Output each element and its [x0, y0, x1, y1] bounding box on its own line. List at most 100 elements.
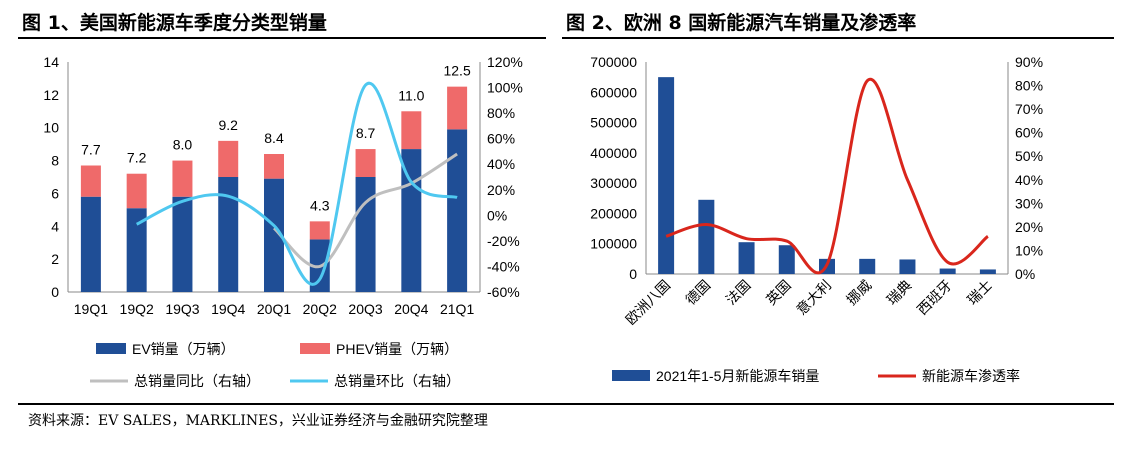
x-tick-label: 意大利 — [793, 277, 834, 318]
y-tick-label: 14 — [43, 54, 59, 70]
figure1-title-rule — [18, 37, 546, 39]
phev-bar — [309, 221, 330, 240]
y2-tick-label: 100% — [487, 80, 523, 96]
x-tick-label: 法国 — [723, 277, 754, 308]
legend-swatch-ev — [96, 343, 126, 354]
x-tick-label: 21Q1 — [440, 301, 474, 317]
x-tick-label: 19Q4 — [211, 301, 245, 317]
phev-bar — [218, 140, 239, 177]
y-tick-label: 600000 — [590, 84, 637, 100]
y2-tick-label: 0% — [1015, 266, 1035, 282]
y-tick-label: 500000 — [590, 115, 637, 131]
x-tick-label: 瑞士 — [964, 277, 995, 308]
phev-bar — [355, 149, 376, 177]
figure2-title: 图 2、欧洲 8 国新能源汽车销量及渗透率 — [566, 12, 917, 34]
y-tick-label: 0 — [629, 266, 637, 282]
y2-tick-label: -60% — [487, 284, 520, 300]
penetration-line — [665, 77, 989, 275]
ev-bar — [264, 178, 284, 292]
y2-tick-label: 40% — [487, 156, 515, 172]
y-tick-label: 700000 — [590, 54, 637, 70]
sales-bar — [778, 245, 795, 274]
figure2-title-rule — [562, 37, 1114, 39]
x-tick-label: 20Q2 — [303, 301, 337, 317]
y2-tick-label: 120% — [487, 54, 523, 70]
x-tick-label: 西班牙 — [914, 277, 955, 318]
legend-swatch-phev — [300, 343, 330, 354]
legend-label-qoq: 总销量环比（右轴） — [334, 373, 460, 389]
chart1: 0 2 4 6 8 10 12 14 -60% -40% -20% 0% 20% 40% 60% 80% 100… — [43, 54, 523, 389]
x-tick-label: 19Q2 — [120, 301, 154, 317]
phev-bar — [126, 173, 147, 209]
y2-tick-label: -40% — [487, 258, 520, 274]
source-note: 资料来源：EV SALES，MARKLINES，兴业证券经济与金融研究院整理 — [28, 413, 488, 429]
legend-label-yoy: 总销量同比（右轴） — [134, 373, 260, 389]
y2-tick-label: 60% — [487, 131, 515, 147]
y-tick-label: 10 — [43, 120, 59, 136]
y2-tick-label: -20% — [487, 233, 520, 249]
sales-bar — [738, 242, 755, 274]
legend-label-sales: 2021年1-5月新能源车销量 — [656, 368, 819, 384]
phev-bar — [401, 111, 422, 150]
sales-bar — [859, 258, 876, 274]
y-tick-label: 100000 — [590, 236, 637, 252]
ev-bar — [126, 208, 147, 292]
y-tick-label: 2 — [51, 251, 59, 267]
y2-tick-label: 90% — [1015, 54, 1043, 70]
legend-swatch-sales — [612, 370, 650, 381]
y-tick-label: 300000 — [590, 175, 637, 191]
x-tick-label: 挪威 — [843, 277, 874, 308]
ev-bar — [355, 177, 376, 292]
y2-tick-label: 40% — [1015, 172, 1043, 188]
y2-tick-label: 0% — [487, 207, 507, 223]
ev-bar — [447, 129, 468, 292]
ev-bar — [80, 196, 101, 292]
y-tick-label: 12 — [43, 87, 59, 103]
sales-bar — [979, 269, 996, 274]
x-tick-label: 欧洲八国 — [622, 277, 673, 328]
total-data-label: 9.2 — [218, 117, 238, 133]
y-tick-label: 0 — [51, 284, 59, 300]
chart2: 0 100000 200000 300000 400000 500000 600000 700… — [590, 54, 1043, 384]
y2-tick-label: 70% — [1015, 101, 1043, 117]
bottom-rule — [18, 403, 1114, 405]
y-tick-label: 6 — [51, 185, 59, 201]
x-tick-label: 瑞典 — [883, 277, 914, 308]
legend-label-phev: PHEV销量（万辆） — [336, 341, 458, 357]
x-tick-label: 20Q3 — [348, 301, 382, 317]
sales-bar — [899, 259, 916, 274]
x-tick-label: 19Q3 — [165, 301, 199, 317]
y2-tick-label: 30% — [1015, 195, 1043, 211]
y2-tick-label: 50% — [1015, 148, 1043, 164]
y-tick-label: 8 — [51, 153, 59, 169]
y-tick-label: 4 — [51, 218, 59, 234]
y2-tick-label: 80% — [487, 105, 515, 121]
y-tick-label: 200000 — [590, 205, 637, 221]
phev-bar — [172, 160, 193, 197]
x-tick-label: 英国 — [763, 277, 794, 308]
total-data-label: 8.7 — [356, 125, 376, 141]
x-tick-label: 20Q4 — [394, 301, 428, 317]
total-data-label: 8.0 — [173, 137, 193, 153]
legend-label-ev: EV销量（万辆） — [132, 341, 235, 357]
x-tick-label: 德国 — [682, 277, 713, 308]
total-data-label: 4.3 — [310, 197, 330, 213]
phev-bar — [264, 154, 284, 179]
y2-tick-label: 10% — [1015, 242, 1043, 258]
sales-bar — [658, 77, 675, 274]
total-data-label: 7.2 — [127, 150, 147, 166]
x-tick-label: 20Q1 — [257, 301, 291, 317]
y2-tick-label: 80% — [1015, 78, 1043, 94]
qoq-line — [135, 81, 458, 286]
x-tick-label: 19Q1 — [74, 301, 108, 317]
total-data-label: 11.0 — [398, 87, 424, 103]
ev-bar — [172, 196, 193, 292]
figure1-title: 图 1、美国新能源车季度分类型销量 — [22, 12, 327, 34]
legend-label-penetration: 新能源车渗透率 — [922, 368, 1020, 384]
total-data-label: 12.5 — [443, 63, 470, 79]
total-data-label: 7.7 — [81, 142, 101, 158]
ev-bar — [218, 177, 239, 292]
total-data-label: 8.4 — [264, 130, 284, 146]
y-tick-label: 400000 — [590, 145, 637, 161]
phev-bar — [80, 165, 101, 197]
